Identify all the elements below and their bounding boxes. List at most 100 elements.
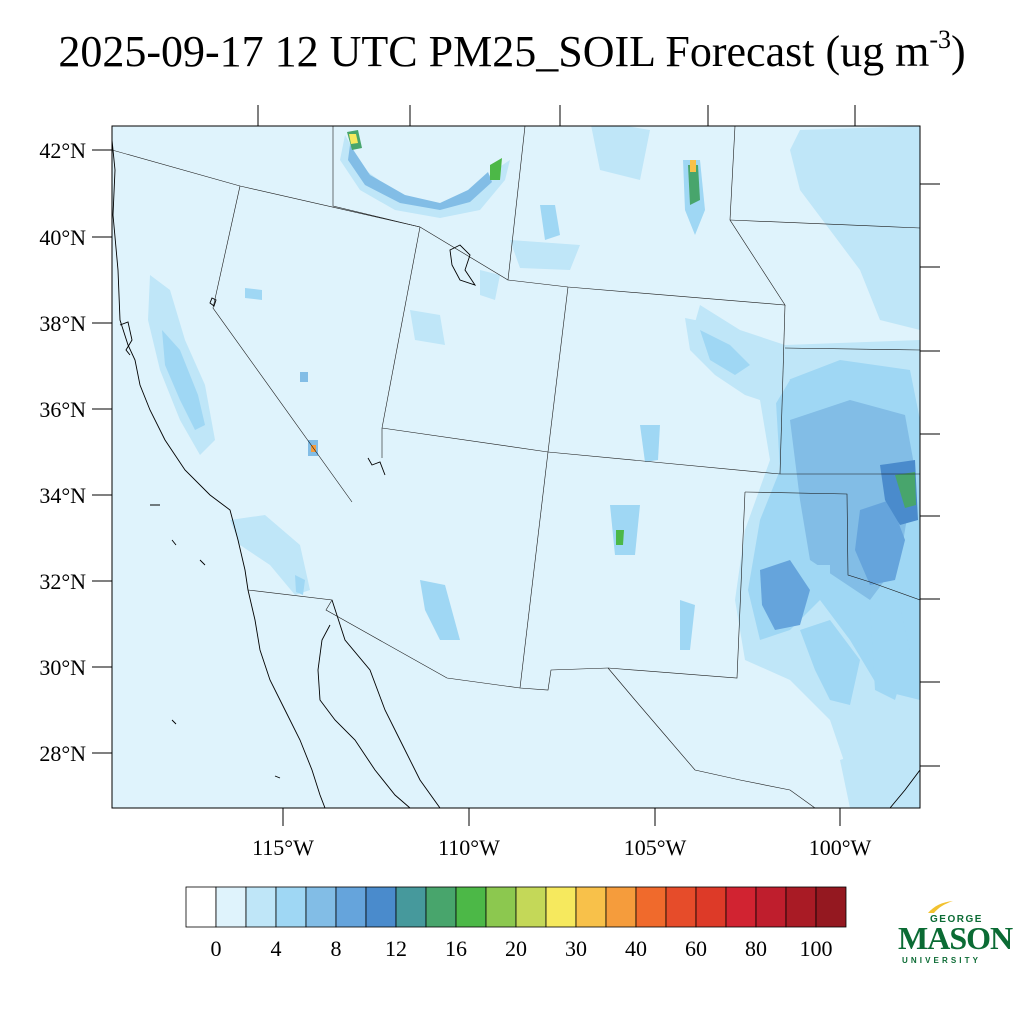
colorbar-swatch-20 [785, 886, 817, 928]
colorbar-swatch-21 [815, 886, 847, 928]
colorbar-swatch-16 [665, 886, 697, 928]
plume-socal-mid [295, 575, 305, 595]
lon-labels: 115°W 110°W 105°W 100°W [252, 835, 871, 860]
colorbar-swatch-3 [275, 886, 307, 928]
colorbar-swatch-14 [605, 886, 637, 928]
boundary-ut-co [547, 286, 569, 453]
plume-small-3 [610, 505, 640, 555]
colorbar-swatch-19 [755, 886, 787, 928]
plume-small-11 [510, 240, 580, 270]
colorbar-swatch-18 [725, 886, 757, 928]
boundary-ok [744, 491, 920, 601]
plume-east-edge-green [895, 472, 916, 508]
plume-colorado-east-mid [700, 330, 750, 375]
lake-tahoe [209, 297, 217, 307]
colorbar-labels: 0 4 8 12 16 20 30 40 60 80 100 [211, 936, 833, 961]
colorbar-label-8: 60 [685, 936, 707, 961]
channel-islands [150, 504, 206, 566]
map-frame [111, 125, 921, 809]
boundary-tx-mx [607, 667, 816, 808]
plume-south-bottom [840, 740, 920, 808]
boundary-sd-ne [729, 219, 920, 229]
plume-small-1 [540, 205, 560, 240]
plume-south-arms2 [870, 605, 910, 700]
plume-south-arms [800, 620, 860, 705]
boundary-id-wy-ut [332, 126, 509, 281]
plume-idaho-arc-mid [348, 145, 492, 210]
colorbar-swatch-0 [185, 886, 217, 928]
coast-sonora [331, 599, 441, 808]
coast-california [112, 139, 249, 591]
great-salt-lake [449, 244, 477, 286]
colorbar-swatch-1 [215, 886, 247, 928]
coast-baja-east [317, 624, 411, 808]
plume-small-4 [640, 425, 660, 462]
colorbar-swatch-7 [395, 886, 427, 928]
plume-texas-core [760, 560, 810, 630]
baja-islands [171, 719, 281, 779]
gulf-coast [889, 769, 920, 808]
boundary-four-corners-row [381, 427, 920, 475]
plume-small-8 [810, 565, 830, 575]
plume-small-12 [680, 600, 695, 650]
boundary-wy [507, 126, 786, 306]
boundary-ca-az-mx [247, 589, 609, 691]
colorado-river-delta [367, 457, 386, 476]
colorbar-label-7: 40 [625, 936, 647, 961]
colorbar-label-1: 4 [271, 936, 282, 961]
logo-university-text: UNIVERSITY [902, 956, 982, 965]
plume-small-9 [480, 270, 500, 300]
plume-texas-core2 [855, 500, 905, 585]
sf-bay [119, 321, 133, 356]
title-superscript: -3 [929, 25, 951, 54]
colorbar-label-6: 30 [565, 936, 587, 961]
colorbar-swatch-17 [695, 886, 727, 928]
plume-small-6 [300, 372, 308, 382]
coast-baja-west [247, 589, 326, 808]
colorbar-label-3: 12 [385, 936, 407, 961]
colorbar-swatch-8 [425, 886, 457, 928]
state-boundaries [112, 126, 920, 808]
colorbar-label-10: 100 [800, 936, 833, 961]
lat-labels: 42°N 40°N 38°N 36°N 34°N 32°N 30°N 28°N [39, 138, 86, 766]
colorbar-swatch-5 [335, 886, 367, 928]
colorbar [185, 886, 847, 928]
boundary-az-nm [519, 451, 549, 689]
lat-label-28: 28°N [39, 741, 86, 766]
plume-small-10 [591, 126, 650, 180]
colorbar-swatch-9 [455, 886, 487, 928]
plume-socal [230, 515, 310, 595]
colorbar-swatch-15 [635, 886, 667, 928]
axis-ticks [92, 105, 940, 826]
logo-george-text: GEORGE [930, 914, 983, 925]
plume-small-13 [410, 310, 445, 345]
lat-label-38: 38°N [39, 311, 86, 336]
lat-label-30: 30°N [39, 655, 86, 680]
boundary-nm-tx [607, 491, 746, 679]
colorbar-swatch-12 [545, 886, 577, 928]
gmu-logo: GEORGE MASON UNIVERSITY [896, 898, 1013, 968]
plume-idaho-hotspot-core [349, 134, 358, 144]
coastlines [112, 139, 920, 808]
colorbar-label-0: 0 [211, 936, 222, 961]
plume-northeast [790, 126, 920, 330]
plume-small-3-core [616, 530, 624, 545]
lon-label-100: 100°W [809, 835, 872, 860]
boundary-co-ks [779, 304, 786, 475]
lat-label-40: 40°N [39, 225, 86, 250]
boundary-ca-nv [212, 185, 353, 503]
lon-label-115: 115°W [252, 835, 314, 860]
colorbar-swatch-2 [245, 886, 277, 928]
lat-label-36: 36°N [39, 397, 86, 422]
concentration-field [148, 126, 920, 808]
colorbar-swatch-11 [515, 886, 547, 928]
logo-mason-text: MASON [898, 920, 1013, 956]
plume-idaho-east-hotspot [490, 158, 502, 180]
lat-label-32: 32°N [39, 569, 86, 594]
colorbar-label-2: 8 [331, 936, 342, 961]
colorbar-swatch-10 [485, 886, 517, 928]
plume-small-2 [420, 580, 460, 640]
colorbar-label-9: 80 [745, 936, 767, 961]
title-close: ) [951, 27, 966, 76]
